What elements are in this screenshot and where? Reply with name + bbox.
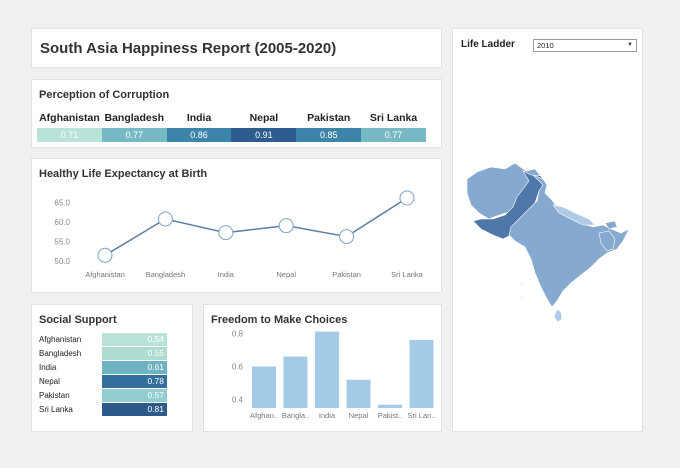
- corruption-value-row: 0.71 0.77 0.86 0.91 0.85 0.77: [37, 128, 426, 142]
- bar[interactable]: [252, 366, 276, 409]
- x-tick-label: Nepal: [349, 411, 369, 420]
- corruption-country-row: Afghanistan Bangladesh India Nepal Pakis…: [37, 112, 426, 124]
- freedom-chart: 0.4 0.6 0.8 Afghan.. Bangla.. India Nepal Pakis…: [232, 329, 436, 420]
- corruption-country-name: Sri Lanka: [369, 112, 418, 124]
- x-tick-label: India: [319, 411, 336, 420]
- y-tick-label: 60.0: [54, 218, 70, 227]
- corruption-value-cell[interactable]: 0.71: [37, 128, 102, 142]
- corruption-panel: Perception of Corruption Afghanistan Ban…: [31, 79, 442, 148]
- corruption-country-name: India: [186, 112, 212, 124]
- social-support-country: Afghanistan: [39, 335, 82, 344]
- data-point[interactable]: [157, 211, 173, 227]
- chevron-down-icon: ▼: [627, 42, 633, 48]
- data-point[interactable]: [399, 190, 415, 206]
- data-point[interactable]: [339, 229, 355, 245]
- corruption-value-cell[interactable]: 0.77: [361, 128, 426, 142]
- series-line: [104, 197, 408, 256]
- corruption-country-name: Pakistan: [307, 112, 351, 124]
- south-asia-map: [466, 162, 630, 323]
- corruption-value-cell[interactable]: 0.91: [231, 128, 297, 142]
- x-tick-label: Nepal: [276, 270, 296, 279]
- social-support-row[interactable]: Afghanistan 0.54: [39, 333, 167, 346]
- social-support-value: 0.57: [102, 389, 167, 402]
- map-region-bangladesh[interactable]: [598, 230, 616, 252]
- data-point[interactable]: [278, 218, 294, 234]
- social-support-value: 0.81: [102, 403, 167, 416]
- social-support-value: 0.55: [102, 347, 167, 360]
- map-region-sri-lanka[interactable]: [553, 308, 563, 323]
- life-expectancy-panel: Healthy Life Expectancy at Birth 50.0 55.…: [31, 158, 442, 293]
- social-support-row[interactable]: India 0.61: [39, 361, 167, 374]
- map-region-nepal[interactable]: [552, 204, 596, 226]
- x-tick-label: Pakistan: [332, 270, 361, 279]
- corruption-country-name: Bangladesh: [104, 112, 164, 124]
- x-tick-label: Afghan..: [250, 411, 278, 420]
- social-support-value: 0.78: [102, 375, 167, 388]
- life-expectancy-chart: 50.0 55.0 60.0 65.0 Afghanistan Bangladesh Ind…: [54, 190, 424, 279]
- life-expectancy-title: Healthy Life Expectancy at Birth: [39, 168, 208, 180]
- corruption-value-cell[interactable]: 0.86: [166, 128, 232, 142]
- social-support-panel: Social Support Afghanistan 0.54 Bangladesh…: [31, 304, 193, 432]
- data-point[interactable]: [218, 225, 234, 241]
- social-support-country: Bangladesh: [39, 349, 82, 358]
- data-point[interactable]: [97, 247, 113, 263]
- year-dropdown[interactable]: 2010 ▼: [533, 39, 637, 52]
- y-tick-label: 0.4: [232, 396, 244, 405]
- x-tick-label: India: [218, 270, 235, 279]
- map-region-maldives: [521, 297, 522, 298]
- corruption-country-name: Afghanistan: [39, 112, 100, 124]
- corruption-title: Perception of Corruption: [39, 89, 170, 101]
- corruption-value-cell[interactable]: 0.77: [101, 128, 167, 142]
- y-tick-label: 50.0: [54, 257, 70, 266]
- life-ladder-panel: Life Ladder 2010 ▼: [452, 28, 643, 432]
- title-panel: South Asia Happiness Report (2005-2020): [31, 28, 442, 68]
- year-dropdown-value: 2010: [537, 41, 554, 50]
- y-tick-label: 55.0: [54, 238, 70, 247]
- social-support-row[interactable]: Sri Lanka 0.81: [39, 403, 167, 416]
- bar[interactable]: [378, 404, 402, 408]
- social-support-value: 0.54: [102, 333, 167, 346]
- social-support-country: Sri Lanka: [39, 405, 73, 414]
- map-region-maldives: [521, 284, 522, 285]
- x-tick-label: Bangla..: [282, 411, 310, 420]
- bar[interactable]: [315, 331, 339, 408]
- bar[interactable]: [346, 379, 371, 408]
- x-tick-label: Sri Lan..: [408, 411, 436, 420]
- bar[interactable]: [283, 356, 308, 408]
- corruption-value-cell[interactable]: 0.85: [296, 128, 362, 142]
- bar[interactable]: [409, 339, 434, 408]
- social-support-row[interactable]: Pakistan 0.57: [39, 389, 167, 402]
- social-support-row[interactable]: Bangladesh 0.55: [39, 347, 167, 360]
- life-ladder-label: Life Ladder: [461, 39, 515, 50]
- y-tick-label: 0.6: [232, 363, 244, 372]
- x-tick-label: Bangladesh: [146, 270, 186, 279]
- x-tick-label: Pakist..: [378, 411, 403, 420]
- corruption-country-name: Nepal: [249, 112, 279, 124]
- freedom-title: Freedom to Make Choices: [211, 314, 348, 326]
- y-tick-label: 0.8: [232, 329, 244, 338]
- social-support-title: Social Support: [39, 314, 117, 326]
- x-tick-label: Sri Lanka: [391, 270, 424, 279]
- freedom-panel: Freedom to Make Choices 0.4 0.6 0.8 Afghan.…: [203, 304, 442, 432]
- y-tick-label: 65.0: [54, 199, 70, 208]
- social-support-country: Nepal: [39, 377, 60, 386]
- x-tick-label: Afghanistan: [85, 270, 125, 279]
- social-support-country: Pakistan: [39, 391, 70, 400]
- social-support-value: 0.61: [102, 361, 167, 374]
- map-region-bhutan[interactable]: [604, 220, 618, 230]
- social-support-row[interactable]: Nepal 0.78: [39, 375, 167, 388]
- page-title: South Asia Happiness Report (2005-2020): [40, 40, 337, 57]
- social-support-country: India: [39, 363, 57, 372]
